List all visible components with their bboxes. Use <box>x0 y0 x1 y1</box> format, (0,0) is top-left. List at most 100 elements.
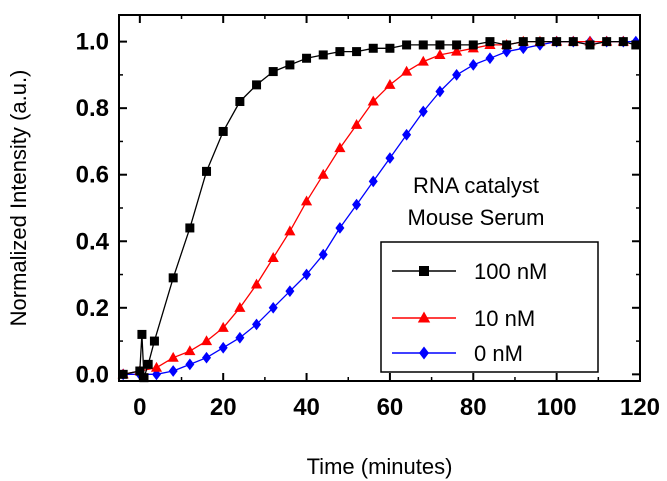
data-point <box>552 37 562 47</box>
data-point <box>402 128 412 141</box>
data-point <box>167 351 179 362</box>
data-point <box>352 47 362 57</box>
data-point <box>568 37 578 47</box>
x-axis-title: Time (minutes) <box>307 454 453 479</box>
data-point <box>602 37 612 47</box>
data-point <box>137 329 147 339</box>
data-point <box>217 321 229 332</box>
data-point <box>184 345 196 356</box>
data-point <box>268 301 278 314</box>
data-point <box>252 318 262 331</box>
data-point <box>235 331 245 344</box>
data-point <box>352 198 362 211</box>
data-point <box>402 40 412 50</box>
x-tick-label: 0 <box>133 394 146 421</box>
y-tick-label: 1.0 <box>76 29 109 56</box>
legend-label: 0 nM <box>474 341 523 366</box>
legend-marker <box>419 346 429 360</box>
legend-item: 10 nM <box>392 306 535 331</box>
data-point <box>234 301 246 312</box>
data-point <box>302 268 312 281</box>
data-point <box>139 373 149 383</box>
data-point <box>385 152 395 164</box>
data-point <box>285 60 295 70</box>
data-point <box>335 222 345 234</box>
data-point <box>418 40 428 50</box>
data-point <box>149 336 159 346</box>
data-point <box>335 47 345 57</box>
data-point <box>435 40 445 50</box>
x-tick-label: 40 <box>293 394 320 421</box>
series-square <box>118 37 641 383</box>
y-tick-label: 0.6 <box>76 162 109 189</box>
data-point <box>318 248 328 261</box>
data-point <box>434 49 446 59</box>
x-tick-label: 100 <box>537 394 577 421</box>
data-point <box>200 335 213 346</box>
data-point <box>334 142 346 153</box>
data-point <box>367 95 379 106</box>
data-point <box>502 40 512 50</box>
x-tick-label: 20 <box>210 394 237 421</box>
data-point <box>168 273 178 283</box>
data-point <box>417 55 429 66</box>
y-tick-label: 0.4 <box>76 228 110 255</box>
legend-label: 10 nM <box>474 306 535 331</box>
data-point <box>452 40 462 50</box>
data-point <box>451 45 463 56</box>
data-point <box>350 118 363 129</box>
data-point <box>384 79 396 89</box>
annotation-line-2: Mouse Serum <box>408 205 545 230</box>
series-layer <box>117 35 641 383</box>
data-point <box>202 351 212 364</box>
data-point <box>168 365 178 377</box>
data-point <box>535 37 545 47</box>
data-point <box>518 37 528 47</box>
y-tick-label: 0.8 <box>76 95 109 122</box>
data-point <box>285 285 295 298</box>
data-point <box>302 53 312 63</box>
data-point <box>631 40 641 50</box>
data-point <box>268 67 278 77</box>
data-point <box>250 278 263 289</box>
data-point <box>218 341 228 354</box>
x-tick-label: 80 <box>460 394 487 421</box>
legend-item: 100 nM <box>392 259 547 284</box>
data-point <box>401 65 413 76</box>
data-point <box>485 37 495 47</box>
data-point <box>235 97 245 107</box>
data-point <box>385 43 395 53</box>
legend: 100 nM 10 nM 0 nM <box>380 241 599 373</box>
legend-label: 100 nM <box>474 259 547 284</box>
data-point <box>368 43 378 53</box>
data-point <box>368 175 378 188</box>
plot-frame <box>118 14 641 382</box>
y-tick-label: 0.0 <box>76 361 109 388</box>
data-point <box>318 50 328 60</box>
y-tick-label: 0.2 <box>76 295 109 322</box>
legend-items: 100 nM 10 nM 0 nM <box>392 259 547 366</box>
data-point <box>317 168 329 179</box>
x-tick-label: 60 <box>377 394 404 421</box>
data-point <box>452 69 462 81</box>
legend-marker <box>417 311 431 323</box>
data-point <box>284 225 296 236</box>
data-point <box>485 52 495 65</box>
data-point <box>150 361 163 372</box>
data-point <box>300 195 313 206</box>
legend-item: 0 nM <box>392 341 523 366</box>
legend-box <box>380 241 599 373</box>
data-point <box>218 126 228 136</box>
data-point <box>143 359 153 369</box>
data-point <box>468 40 478 50</box>
data-point <box>435 85 445 98</box>
data-point <box>618 37 628 47</box>
data-point <box>418 105 428 118</box>
data-point <box>202 166 212 176</box>
ticks-layer: 0 20 40 60 80 100 120 0.0 0.2 0.4 0.6 0.8 1.0 <box>76 15 660 421</box>
data-point <box>468 59 478 71</box>
data-point <box>267 252 279 262</box>
y-axis-title: Normalized Intensity (a.u.) <box>6 70 31 327</box>
